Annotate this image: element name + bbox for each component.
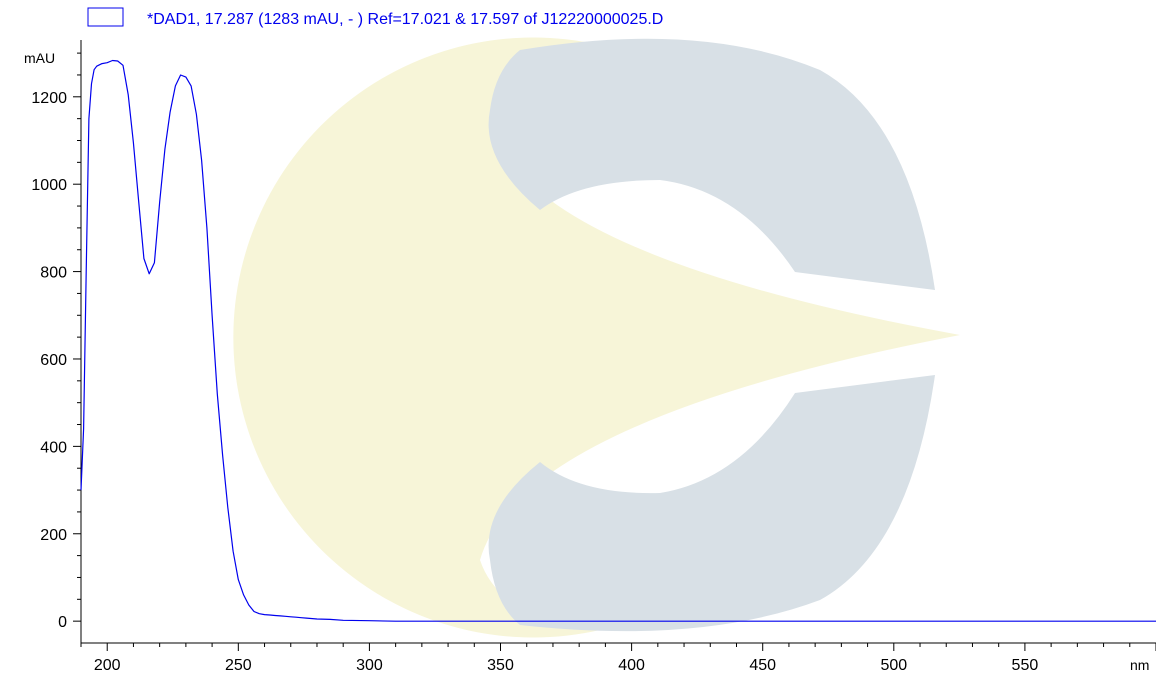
watermark-arc-top bbox=[488, 38, 935, 290]
watermark-arc-bottom bbox=[488, 375, 935, 632]
y-tick-label: 1200 bbox=[31, 90, 67, 107]
y-axis-unit: mAU bbox=[24, 50, 55, 66]
x-tick-label: 550 bbox=[1012, 657, 1039, 674]
series-group bbox=[80, 59, 1156, 622]
series-line-1 bbox=[80, 59, 1156, 622]
y-tick-label: 800 bbox=[40, 265, 67, 282]
x-tick-label: 500 bbox=[880, 657, 907, 674]
y-tick-label: 600 bbox=[40, 352, 67, 369]
ticks: 0 200 400 600 800 1000 1200 200 250 300 350 400 450 5… bbox=[31, 52, 1156, 674]
x-axis-unit: nm bbox=[1130, 657, 1149, 673]
y-tick-label: 0 bbox=[58, 614, 67, 631]
legend-label: *DAD1, 17.287 (1283 mAU, - ) Ref=17.021 … bbox=[147, 11, 663, 28]
x-tick-label: 200 bbox=[94, 657, 121, 674]
y-tick-label: 400 bbox=[40, 439, 67, 456]
watermark-logo bbox=[233, 37, 960, 638]
legend: *DAD1, 17.287 (1283 mAU, - ) Ref=17.021 … bbox=[87, 7, 663, 28]
y-tick-label: 1000 bbox=[31, 177, 67, 194]
legend-swatch bbox=[87, 7, 124, 27]
x-tick-label: 300 bbox=[356, 657, 383, 674]
x-tick-label: 350 bbox=[487, 657, 514, 674]
x-tick-label: 250 bbox=[225, 657, 252, 674]
x-tick-label: 400 bbox=[618, 657, 645, 674]
watermark-crescent bbox=[233, 37, 960, 638]
x-tick-label: 450 bbox=[749, 657, 776, 674]
y-tick-label: 200 bbox=[40, 527, 67, 544]
